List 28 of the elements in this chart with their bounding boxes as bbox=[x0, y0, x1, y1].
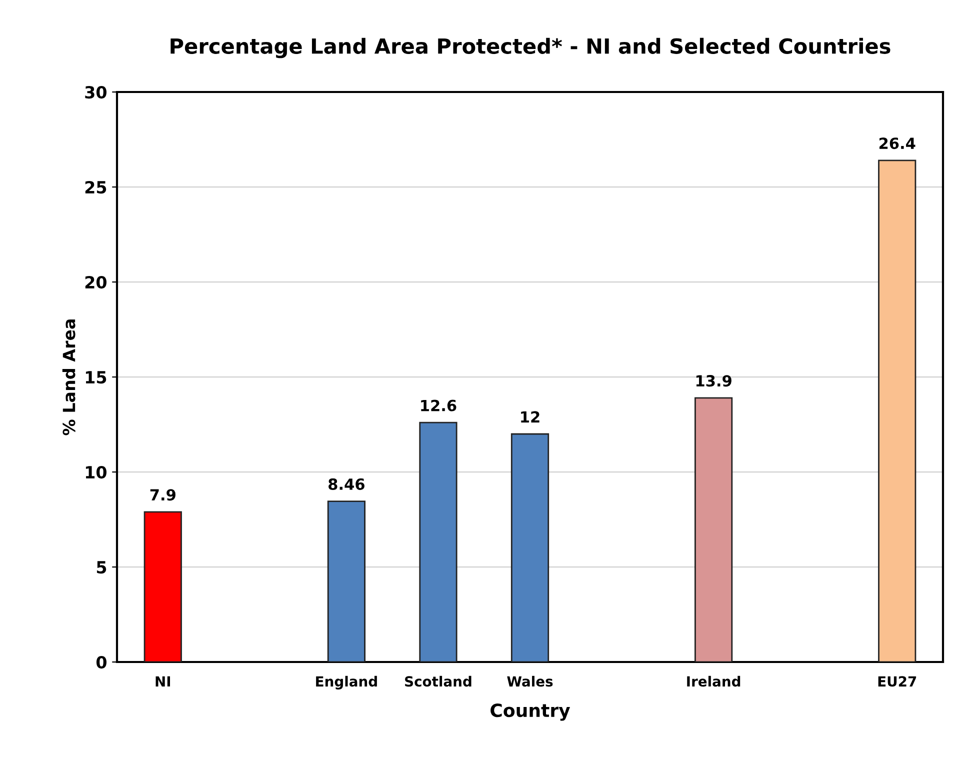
x-tick-label: England bbox=[316, 676, 377, 690]
bar bbox=[419, 422, 458, 662]
bar bbox=[878, 160, 916, 662]
x-tick-label: NI bbox=[156, 676, 170, 686]
y-tick-label: 5 bbox=[96, 561, 106, 574]
y-tick-label: 0 bbox=[96, 656, 106, 669]
data-label: 8.46 bbox=[328, 478, 364, 490]
bar bbox=[327, 500, 366, 662]
x-tick-label: Wales bbox=[507, 676, 553, 687]
data-label: 26.4 bbox=[879, 138, 916, 150]
data-label: 7.9 bbox=[150, 489, 176, 501]
data-label: 12 bbox=[521, 411, 540, 422]
bar bbox=[144, 511, 182, 662]
y-tick-label: 25 bbox=[85, 180, 106, 194]
data-label: 13.9 bbox=[696, 375, 732, 387]
y-tick-label: 30 bbox=[85, 86, 106, 99]
y-tick-label: 20 bbox=[85, 276, 106, 289]
x-tick-label: Scotland bbox=[405, 676, 472, 687]
bar bbox=[510, 433, 550, 662]
x-tick-label: EU27 bbox=[878, 676, 916, 687]
y-axis-title: % Land Area bbox=[62, 319, 76, 436]
y-tick-label: 10 bbox=[86, 466, 106, 479]
y-tick-label: 15 bbox=[86, 371, 106, 384]
data-label: 12.6 bbox=[421, 400, 456, 412]
x-axis-title: Country bbox=[490, 704, 570, 721]
bar bbox=[694, 397, 733, 662]
chart-title: Percentage Land Area Protected* - NI and Selected Countries bbox=[170, 38, 890, 58]
x-tick-label: Ireland bbox=[687, 676, 740, 687]
